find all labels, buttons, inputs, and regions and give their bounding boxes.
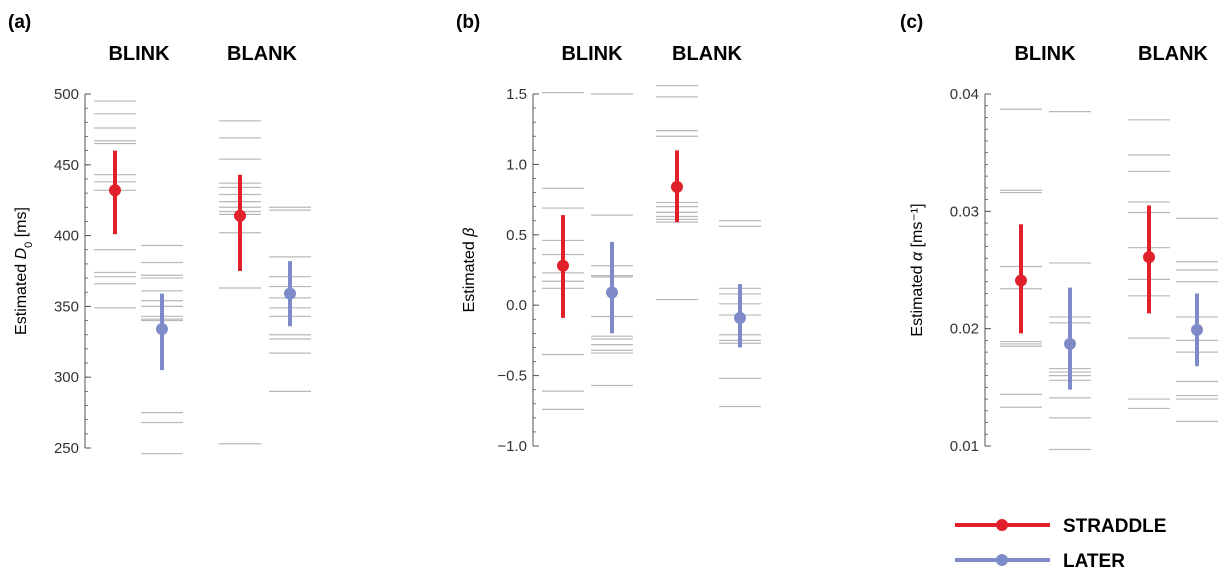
mean-point (156, 323, 168, 336)
mean-point (234, 209, 246, 222)
y-tick-label: 0.0 (506, 297, 527, 314)
y-axis-title: Estimated β (461, 228, 478, 313)
y-axis-title-subscript: 0 (23, 242, 35, 248)
panel-2: (b) −1.0 −0.5 0.0 0.5 1.0 1.5 Estimated β BLINK B… (456, 12, 761, 455)
mean-point (606, 286, 618, 299)
y-axis-title: Estimated D0 [ms] (13, 207, 35, 335)
mean-point (109, 184, 121, 197)
y-tick-label: 1.5 (506, 86, 527, 103)
panel-letter: (c) (900, 12, 923, 33)
y-tick-label: 1.0 (506, 156, 527, 173)
y-tick-label: 0.01 (950, 438, 979, 455)
legend-label: STRADDLE (1063, 516, 1166, 537)
y-axis-title-variable: β (461, 228, 478, 238)
mean-point (1143, 251, 1155, 264)
panel-1: (a) 250 300 350 400 450 500 Estimated D0 [ms] BL… (8, 12, 311, 457)
panel-letter: (a) (8, 12, 31, 33)
group-label: BLANK (672, 43, 743, 65)
mean-point (1191, 323, 1203, 336)
legend: STRADDLE LATER (955, 516, 1166, 572)
y-tick-label: 0.04 (950, 86, 979, 103)
y-axis-title-main: Estimated (909, 261, 926, 337)
y-tick-label: 0.03 (950, 203, 979, 220)
y-tick-label: 450 (54, 157, 79, 174)
group-label: BLINK (561, 43, 623, 65)
y-tick-label: −1.0 (497, 438, 527, 455)
group-label: BLINK (1014, 43, 1076, 65)
y-axis-title-unit: [ms⁻¹] (909, 203, 926, 251)
legend-marker (996, 519, 1008, 531)
y-tick-label: 250 (54, 440, 79, 457)
legend-label: LATER (1063, 551, 1125, 572)
group-label: BLINK (108, 43, 170, 65)
group-label: BLANK (227, 43, 298, 65)
panel-3: (c) 0.01 0.02 0.03 0.04 Estimated α [ms⁻¹] BLI… (900, 12, 1218, 455)
legend-marker (996, 554, 1008, 566)
y-axis-title: Estimated α [ms⁻¹] (909, 203, 926, 336)
group-label: BLANK (1138, 43, 1209, 65)
mean-point (734, 311, 746, 324)
mean-point (557, 259, 569, 272)
y-tick-label: 350 (54, 298, 79, 315)
y-tick-label: 0.02 (950, 321, 979, 338)
panel-letter: (b) (456, 12, 480, 33)
mean-point (1015, 274, 1027, 287)
y-tick-label: 400 (54, 228, 79, 245)
y-axis-title-main: Estimated (461, 237, 478, 313)
mean-point (1064, 337, 1076, 350)
mean-point (671, 180, 683, 193)
y-tick-label: 500 (54, 86, 79, 103)
y-tick-label: 0.5 (506, 227, 527, 244)
y-axis-title-variable: D (13, 247, 30, 259)
mean-point (284, 287, 296, 300)
y-tick-label: 300 (54, 369, 79, 386)
y-axis-title-main: Estimated (13, 259, 30, 335)
y-tick-label: −0.5 (497, 368, 527, 385)
y-axis-title-variable: α (909, 251, 926, 261)
y-axis-title-unit: [ms] (13, 207, 30, 242)
